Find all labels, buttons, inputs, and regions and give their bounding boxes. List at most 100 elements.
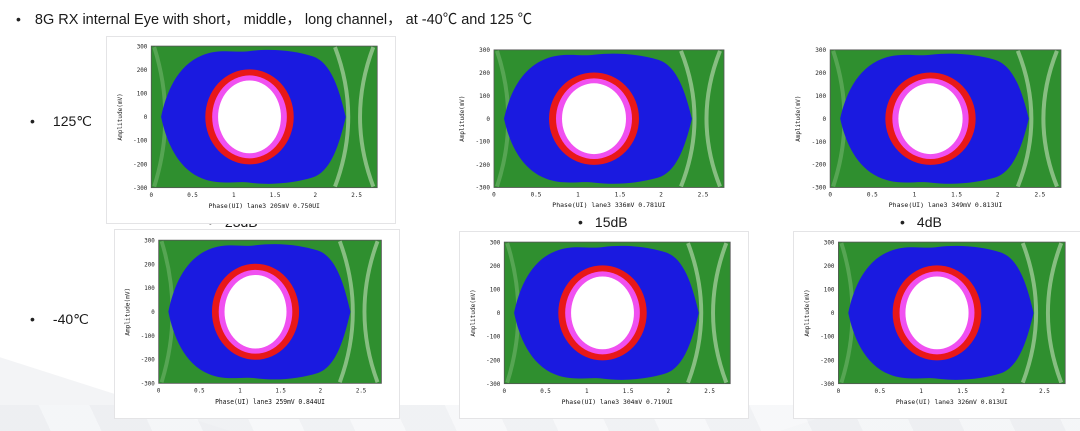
x-tick-label: 0.5 [194,387,205,394]
x-tick-label: 2.5 [1039,388,1050,395]
y-tick-label: -200 [812,162,827,169]
y-tick-label: 0 [831,310,835,317]
y-tick-label: 100 [815,93,826,100]
x-tick-label: 2 [314,192,318,199]
x-tick-label: 0.5 [187,192,198,199]
y-tick-label: -200 [820,357,835,364]
y-tick-label: 100 [137,90,148,97]
x-tick-label: 2 [667,388,671,395]
x-axis-ticks: 0 0.5 1 1.5 2 2.5 [149,192,362,199]
y-tick-label: 200 [144,261,155,268]
x-tick-label: 2 [996,191,1000,198]
eye-diagram-panel: 300 200 100 0 -100 -200 -300 0 0.5 1 1.5… [110,38,390,218]
x-tick-label: 0.5 [540,388,551,395]
channel-loss-label-4db: • 4dB [900,214,942,230]
x-tick-label: 1.5 [615,191,626,198]
x-tick-label: 1 [576,191,580,198]
x-tick-label: 1.5 [957,388,968,395]
y-tick-label: -300 [476,185,491,192]
y-tick-label: -100 [820,334,835,341]
y-tick-label: 200 [815,70,826,77]
bullet-icon: • [578,214,583,230]
eye-diagram: 300 200 100 0 -100 -200 -300 0 0.5 1 1.5… [795,47,1074,209]
x-tick-label: 2.5 [1034,191,1045,198]
eye-diagram: 300 200 100 0 -100 -200 -300 0 0.5 1 1.5… [470,239,743,406]
x-tick-label: 1.5 [270,192,281,199]
eye-pattern-art [492,47,726,190]
x-axis-ticks: 0 0.5 1 1.5 2 2.5 [492,191,709,198]
x-axis-ticks: 0 0.5 1 1.5 2 2.5 [157,387,367,394]
eye-diagram-panel: 300 200 100 0 -100 -200 -300 0 0.5 1 1.5… [788,42,1074,217]
y-axis-title: Amplitude(mV) [125,288,132,336]
y-tick-label: 300 [490,239,501,246]
bullet-icon: • [16,11,21,27]
y-tick-label: -200 [486,357,501,364]
channel-loss-label-15db: • 15dB [578,214,628,230]
y-axis-title: Amplitude(mV) [117,93,124,140]
channel-loss-value: 4dB [916,214,942,230]
eye-diagram: 300 200 100 0 -100 -200 -300 0 0.5 1 1.5… [125,237,394,406]
eye-diagram-panel: 300 200 100 0 -100 -200 -300 0 0.5 1 1.5… [118,232,394,414]
x-tick-label: 2.5 [704,388,715,395]
y-tick-label: 100 [479,93,490,100]
x-tick-label: 1.5 [951,191,962,198]
eye-pattern-art [838,242,1065,384]
eye-diagram-panel: 300 200 100 0 -100 -200 -300 0 0.5 1 1.5… [452,42,737,217]
plot-caption: Phase(UI) lane3 326mV 0.813UI [896,398,1008,406]
plot-caption: Phase(UI) lane3 349mV 0.813UI [889,201,1003,209]
row-label-125c: • 125℃ [30,113,92,130]
y-tick-label: -100 [476,139,491,146]
y-tick-label: 300 [815,47,826,54]
bullet-icon: • [30,311,35,327]
y-tick-label: -100 [486,334,501,341]
row-label-minus40c: • -40℃ [30,311,89,328]
y-tick-label: 0 [144,114,148,121]
y-tick-label: -100 [133,138,148,145]
eye-diagram: 300 200 100 0 -100 -200 -300 0 0.5 1 1.5… [459,47,726,209]
x-axis-ticks: 0 0.5 1 1.5 2 2.5 [502,388,715,395]
x-tick-label: 2 [659,191,663,198]
eye-pattern-art [151,46,377,188]
x-axis-ticks: 0 0.5 1 1.5 2 2.5 [828,191,1045,198]
y-tick-label: -300 [486,381,501,388]
plot-caption: Phase(UI) lane3 259mV 0.844UI [215,398,325,406]
y-tick-label: 0 [497,310,501,317]
y-tick-label: 0 [823,116,827,123]
eye-pattern-art [159,240,382,383]
y-tick-label: 100 [824,286,835,293]
x-tick-label: 0 [157,387,161,394]
x-tick-label: 0 [492,191,496,198]
y-axis-title: Amplitude(mV) [470,289,477,336]
x-tick-label: 0.5 [867,191,878,198]
slide-title: 8G RX internal Eye with short， middle， l… [34,12,533,28]
x-tick-label: 1 [585,388,589,395]
eye-diagram: 300 200 100 0 -100 -200 -300 0 0.5 1 1.5… [117,43,390,210]
x-tick-label: 0 [828,191,832,198]
y-tick-label: 300 [144,237,155,244]
eye-diagram-panel: 300 200 100 0 -100 -200 -300 0 0.5 1 1.5… [463,234,743,414]
y-axis-ticks: 300 200 100 0 -100 -200 -300 [476,47,491,192]
x-tick-label: 1 [919,388,923,395]
bullet-icon: • [30,113,35,129]
temperature-label: -40℃ [52,311,89,327]
x-axis-ticks: 0 0.5 1 1.5 2 2.5 [837,388,1051,395]
x-tick-label: 1 [913,191,917,198]
x-tick-label: 2.5 [351,192,362,199]
y-tick-label: -200 [476,162,491,169]
x-tick-label: 0 [149,192,153,199]
y-tick-label: 300 [824,239,835,246]
y-tick-label: 0 [151,309,155,316]
eye-pattern-art [504,242,730,384]
y-tick-label: 200 [137,67,148,74]
eye-pattern-art [830,50,1061,188]
y-axis-title: Amplitude(mV) [804,289,811,336]
y-axis-title: Amplitude(mV) [459,96,466,142]
plot-caption: Phase(UI) lane3 336mV 0.781UI [552,201,665,209]
y-axis-ticks: 300 200 100 0 -100 -200 -300 [486,239,501,388]
y-tick-label: 100 [144,285,155,292]
x-tick-label: 1 [238,387,242,394]
y-tick-label: 200 [479,70,490,77]
y-tick-label: 100 [490,286,501,293]
x-tick-label: 2.5 [698,191,709,198]
